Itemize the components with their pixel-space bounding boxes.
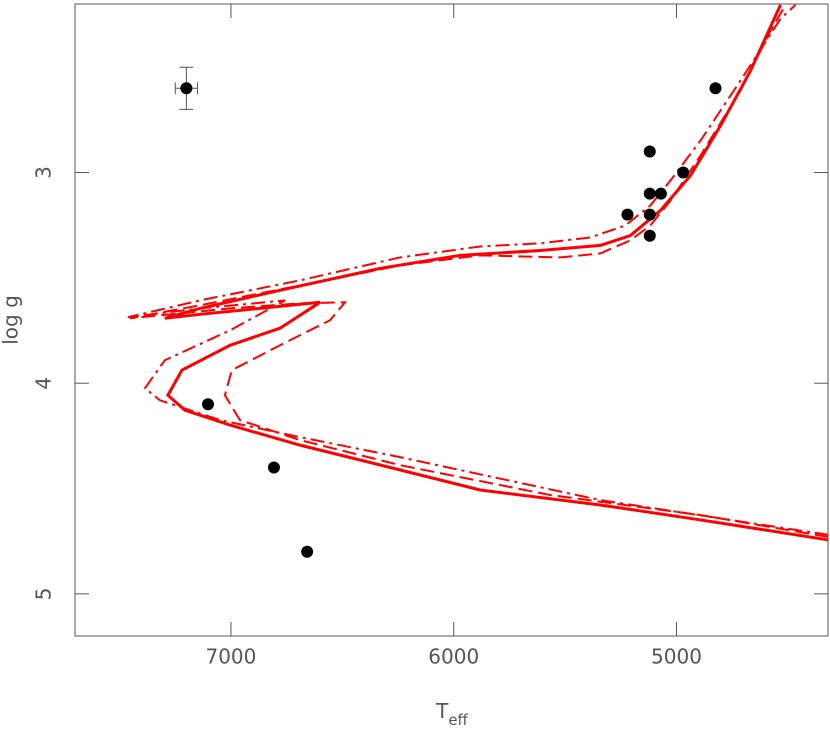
isochrone — [127, 4, 828, 536]
y-tick-label: 4 — [32, 377, 56, 390]
x-tick-label: 6000 — [428, 645, 479, 669]
star-point — [677, 166, 690, 179]
x-tick-label: 7000 — [205, 645, 256, 669]
star-point — [643, 208, 656, 221]
x-axis-label: Teff — [435, 699, 468, 729]
star-point — [709, 82, 722, 95]
x-tick-label: 5000 — [651, 645, 702, 669]
x-label-sub: eff — [448, 711, 468, 729]
star-point — [301, 545, 314, 558]
y-tick-label: 3 — [32, 166, 56, 179]
plot-frame — [74, 3, 829, 637]
isochrone — [129, 4, 828, 538]
star-point — [643, 229, 656, 242]
star-point — [267, 461, 280, 474]
star-point — [643, 187, 656, 200]
star-point — [654, 187, 667, 200]
y-axis-label: log g — [0, 295, 23, 345]
star-point — [643, 145, 656, 158]
error-point — [180, 82, 193, 95]
isochrone — [164, 4, 828, 542]
x-label-main: T — [435, 699, 449, 723]
star-point — [202, 398, 215, 411]
star-point — [621, 208, 634, 221]
y-tick-label: 5 — [32, 587, 56, 600]
